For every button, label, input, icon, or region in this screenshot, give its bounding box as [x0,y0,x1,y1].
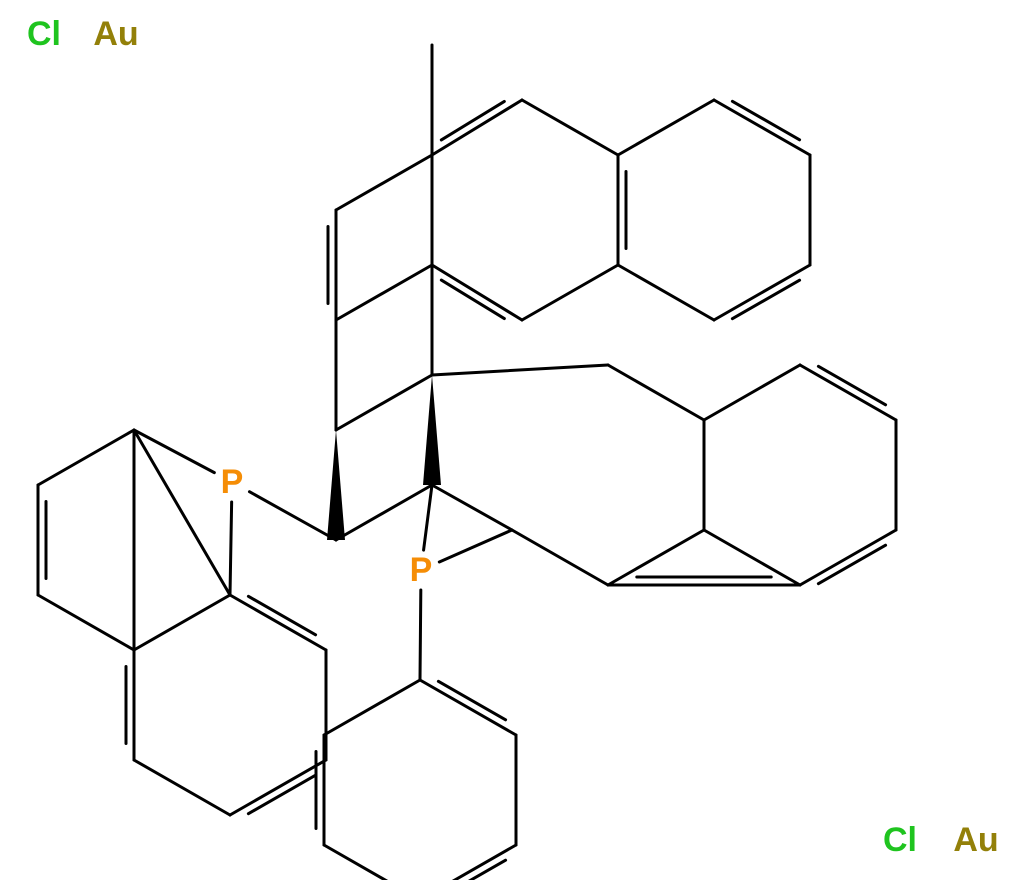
atom-Cl1-label: Cl [27,15,61,53]
atom-Cl2-label: Cl [883,821,917,859]
molecule-diagram: ClClAuAuClClAuAuPPPP [0,0,1034,880]
atom-P2-label: P [410,551,433,589]
atom-P1-label: P [221,463,244,501]
atom-Au2-label: Au [953,821,998,859]
atom-Au1-label: Au [93,15,138,53]
